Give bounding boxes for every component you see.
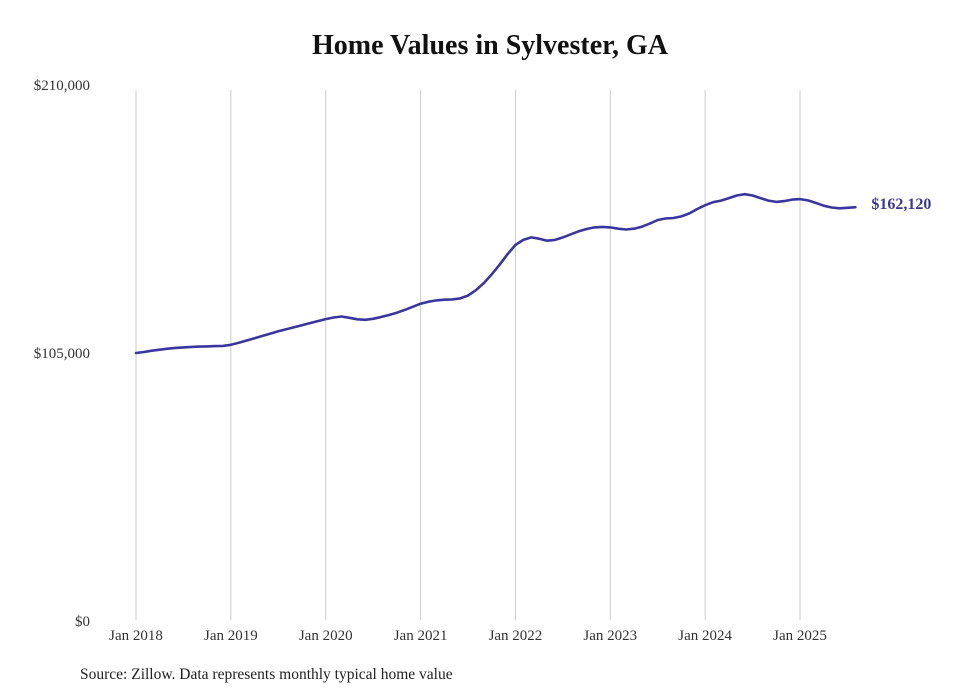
x-tick-label: Jan 2024 <box>678 628 732 644</box>
x-tick-label: Jan 2021 <box>394 628 448 644</box>
x-tick-label: Jan 2019 <box>204 628 258 644</box>
x-tick-label: Jan 2023 <box>583 628 637 644</box>
chart-title: Home Values in Sylvester, GA <box>312 30 668 61</box>
y-tick-label: $105,000 <box>34 346 90 362</box>
x-tick-label: Jan 2022 <box>489 628 543 644</box>
home-value-line <box>134 192 857 355</box>
x-tick-label: Jan 2020 <box>299 628 353 644</box>
y-tick-label: $210,000 <box>34 78 90 94</box>
source-note: Source: Zillow. Data represents monthly … <box>80 666 453 683</box>
x-tick-label: Jan 2025 <box>773 628 827 644</box>
latest-value-label: $162,120 <box>871 196 932 214</box>
y-tick-label: $0 <box>75 614 90 630</box>
x-tick-label: Jan 2018 <box>109 628 163 644</box>
